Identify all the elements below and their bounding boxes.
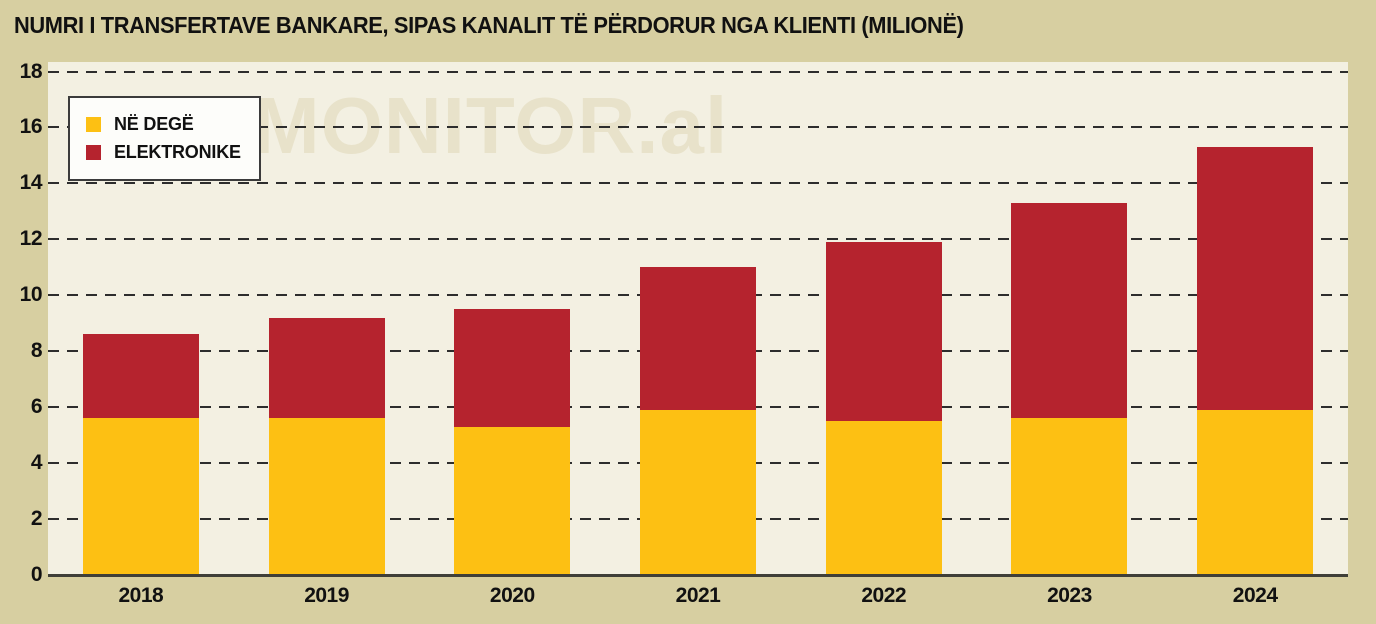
bar-segment-2023	[1011, 418, 1128, 575]
legend-item-elektronike: ELEKTRONIKE	[86, 142, 241, 163]
legend-item-ne-dege: NË DEGË	[86, 114, 241, 135]
bar-segment-2024	[1197, 147, 1314, 410]
y-tick-label: 12	[19, 227, 43, 251]
bar-segment-2019	[268, 317, 385, 419]
y-tick-label: 10	[19, 283, 43, 307]
y-tick-label: 4	[30, 451, 43, 475]
bar-segment-2018	[82, 418, 199, 575]
legend: NË DEGË ELEKTRONIKE	[68, 96, 261, 181]
watermark-monitor-al: MONITOR.al	[253, 81, 729, 170]
y-axis: 0 2 4 6 8 10 12 14 16 18	[0, 0, 43, 624]
legend-label-ne-dege: NË DEGË	[114, 114, 194, 134]
y-tick-label: 6	[30, 395, 43, 419]
x-tick-label: 2023	[1047, 584, 1092, 607]
bar-segment-2020	[454, 426, 571, 575]
x-tick-label: 2022	[861, 584, 907, 607]
plot-area: MONITOR.al NË DEGË ELEKTRONIKE	[48, 62, 1348, 577]
bar-segment-2022	[825, 242, 942, 422]
x-tick-label: 2018	[118, 584, 164, 607]
bar-segment-2018	[82, 334, 199, 419]
bar-segment-2023	[1011, 202, 1128, 419]
bar-segment-2020	[454, 309, 571, 427]
gridline	[48, 126, 1348, 129]
y-tick-label: 8	[30, 339, 43, 363]
x-tick-label: 2021	[675, 584, 721, 607]
y-tick-label: 2	[30, 507, 43, 531]
gridline	[48, 70, 1348, 73]
bar-segment-2021	[640, 409, 756, 575]
chart-title: NUMRI I TRANSFERTAVE BANKARE, SIPAS KANA…	[14, 12, 964, 38]
legend-swatch-yellow-icon	[86, 117, 101, 132]
x-tick-label: 2019	[304, 584, 349, 607]
bar-segment-2021	[640, 267, 756, 410]
y-tick-label: 0	[30, 563, 43, 586]
gridline	[48, 238, 1348, 241]
bar-segment-2022	[825, 421, 942, 575]
x-axis: 2018 2019 2020 2021 2022 2023 2024	[48, 584, 1348, 614]
legend-swatch-red-icon	[86, 145, 101, 160]
x-axis-line	[48, 574, 1348, 577]
x-tick-label: 2020	[489, 584, 535, 607]
gridline	[48, 182, 1348, 185]
bars-layer	[48, 62, 1348, 575]
y-tick-label: 14	[19, 171, 43, 195]
y-tick-label: 16	[19, 115, 43, 139]
bar-segment-2019	[268, 418, 385, 575]
y-tick-label: 18	[19, 59, 43, 83]
x-tick-label: 2024	[1232, 584, 1278, 607]
legend-label-elektronike: ELEKTRONIKE	[114, 142, 241, 162]
bar-segment-2024	[1197, 409, 1314, 575]
